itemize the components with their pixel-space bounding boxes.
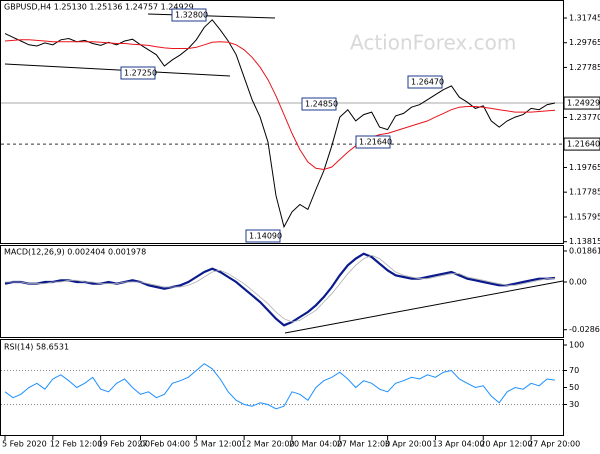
series-line [4, 252, 556, 327]
series-line [4, 39, 556, 171]
annotation-box [301, 97, 337, 111]
y-tick-label: -0.028631 [569, 325, 600, 334]
watermark: ActionForex.com [350, 31, 516, 55]
x-tick-label: 3 Apr 20:00 [385, 440, 432, 449]
x-tick-label: 20 Mar 04:00 [289, 440, 342, 449]
y-tick-label: 1.31745 [569, 14, 600, 23]
annotation-box [171, 8, 207, 22]
price-title: GBPUSD,H4 1.25130 1.25136 1.24757 1.2492… [4, 3, 194, 12]
y-tick-label: 1.19765 [569, 163, 600, 172]
price-panel [0, 0, 564, 244]
x-tick-label: 20 Apr 12:00 [480, 440, 532, 449]
annotation-box [245, 229, 281, 243]
series-line [5, 254, 555, 323]
x-tick-label: 12 Mar 20:00 [241, 440, 294, 449]
y-tick-label: 70 [569, 366, 579, 375]
x-tick-label: 5 Mar 12:00 [193, 440, 241, 449]
y-tick-label: 1.29765 [569, 38, 600, 47]
macd-panel [0, 245, 564, 338]
annotation: 1.32800 [175, 11, 208, 20]
x-tick-label: 19 Feb 20:00 [98, 440, 150, 449]
macd-title: MACD(12,26,9) 0.002404 0.001978 [4, 248, 146, 257]
annotation-box [355, 135, 391, 149]
series-line [4, 19, 556, 229]
x-tick-label: 27 Apr 20:00 [528, 440, 580, 449]
y-tick-label: 50 [569, 383, 579, 392]
y-tick-label: 30 [569, 400, 579, 409]
trend-line [147, 13, 276, 19]
annotation-box [407, 75, 443, 89]
annotation: 1.21640 [359, 138, 392, 147]
x-tick-label: 27 Feb 04:00 [138, 440, 190, 449]
annotation: 1.14090 [249, 232, 282, 241]
y-tick-label: 1.15795 [569, 212, 600, 221]
annotation: 1.27250 [124, 69, 157, 78]
y-tick-label: 1.23770 [569, 113, 600, 122]
rsi-title: RSI(14) 58.6531 [4, 343, 69, 352]
y-tick-label: 1.27785 [569, 63, 600, 72]
level-box [563, 137, 600, 151]
last-price-box [563, 96, 600, 110]
y-tick-label: 1.13815 [569, 237, 600, 246]
x-tick-label: 27 Mar 12:00 [337, 440, 390, 449]
trend-line [284, 280, 564, 334]
level-label: 1.21640 [567, 140, 600, 149]
series-line [4, 363, 556, 410]
annotation: 1.26470 [411, 78, 444, 87]
x-tick-label: 13 Apr 04:00 [432, 440, 484, 449]
last-price-label: 1.24929 [567, 99, 600, 108]
trend-line [4, 63, 231, 77]
y-tick-label: 0.00 [569, 278, 587, 287]
y-tick-label: 100 [569, 341, 584, 350]
x-tick-label: 5 Feb 2020 [2, 440, 47, 449]
y-tick-label: 0.018615 [569, 246, 600, 255]
annotation: 1.24850 [305, 100, 338, 109]
x-tick-label: 12 Feb 12:00 [50, 440, 102, 449]
annotation-box [120, 66, 156, 80]
y-tick-label: 1.17785 [569, 188, 600, 197]
